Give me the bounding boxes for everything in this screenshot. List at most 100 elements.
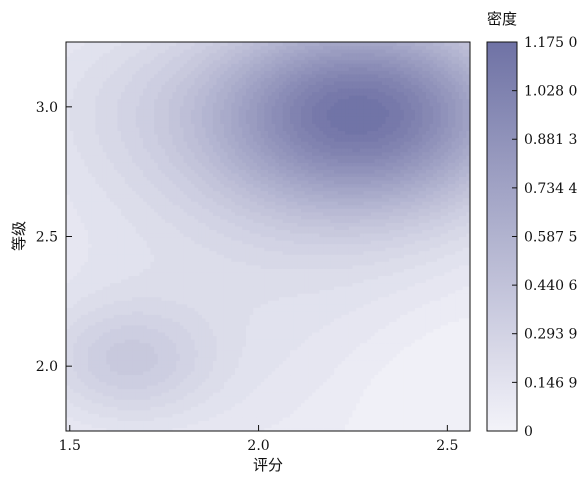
density-cell xyxy=(157,59,163,64)
density-cell xyxy=(113,137,119,142)
density-cell xyxy=(187,123,192,128)
density-cell xyxy=(121,95,126,100)
density-cell xyxy=(139,363,144,368)
density-cell xyxy=(146,172,152,177)
density-cell xyxy=(69,406,74,411)
density-cell xyxy=(220,218,225,223)
density-cell xyxy=(172,367,177,372)
density-cell xyxy=(150,137,155,142)
density-cell xyxy=(73,346,78,351)
density-cell xyxy=(121,141,126,146)
density-cell xyxy=(143,331,148,337)
density-cell xyxy=(132,360,137,365)
density-cell xyxy=(106,349,111,354)
density-cell xyxy=(88,49,93,54)
density-cell xyxy=(106,289,111,294)
density-cell xyxy=(95,204,100,209)
density-cell xyxy=(227,95,232,100)
density-cell xyxy=(135,416,141,421)
density-cell xyxy=(154,126,159,132)
density-cell xyxy=(128,268,133,273)
density-cell xyxy=(73,218,78,223)
density-cell xyxy=(124,367,130,372)
density-cell xyxy=(205,45,210,50)
density-cell xyxy=(121,56,126,61)
density-cell xyxy=(190,385,196,390)
density-cell xyxy=(205,151,210,156)
density-cell xyxy=(88,77,93,82)
density-cell xyxy=(135,310,141,315)
density-cell xyxy=(80,399,85,404)
density-cell xyxy=(143,264,148,269)
density-cell xyxy=(187,42,192,47)
density-cell xyxy=(183,84,188,89)
density-cell xyxy=(165,240,170,245)
density-cell xyxy=(183,321,188,326)
density-cell xyxy=(110,271,115,276)
density-cell xyxy=(139,328,144,333)
density-cell xyxy=(179,275,185,280)
density-cell xyxy=(106,420,111,425)
density-cell xyxy=(161,268,166,273)
density-cell xyxy=(198,201,203,206)
density-cell xyxy=(150,179,155,185)
density-cell xyxy=(121,360,126,365)
density-cell xyxy=(176,236,181,241)
density-cell xyxy=(183,271,188,276)
density-cell xyxy=(209,236,214,241)
density-cell xyxy=(106,211,111,216)
density-cell xyxy=(102,271,107,276)
density-cell xyxy=(216,367,221,372)
density-cell xyxy=(154,388,159,393)
density-cell xyxy=(135,194,141,199)
density-cell xyxy=(220,388,225,393)
density-cell xyxy=(198,243,203,248)
density-cell xyxy=(102,331,107,337)
density-cell xyxy=(198,116,203,121)
density-cell xyxy=(231,388,236,393)
density-cell xyxy=(77,201,82,206)
density-cell xyxy=(146,176,152,181)
density-cell xyxy=(135,427,141,431)
density-cell xyxy=(99,381,104,386)
density-cell xyxy=(227,123,232,128)
density-cell xyxy=(212,342,218,347)
density-cell xyxy=(121,374,126,379)
density-cell xyxy=(194,282,199,287)
density-cell xyxy=(95,413,100,418)
density-cell xyxy=(139,45,144,50)
density-cell xyxy=(168,87,174,93)
density-cell xyxy=(88,80,93,86)
density-cell xyxy=(154,356,159,361)
density-cell xyxy=(73,232,78,238)
density-cell xyxy=(121,307,126,312)
density-cell xyxy=(212,130,218,135)
density-cell xyxy=(179,300,185,305)
density-cell xyxy=(66,130,71,135)
density-cell xyxy=(91,73,96,78)
density-cell xyxy=(161,282,166,287)
density-cell xyxy=(212,240,218,245)
density-cell xyxy=(143,201,148,206)
density-cell xyxy=(198,222,203,227)
density-cell xyxy=(194,356,199,361)
density-cell xyxy=(209,395,214,400)
density-cell xyxy=(223,331,229,337)
density-cell xyxy=(77,186,82,192)
density-cell xyxy=(201,296,207,301)
density-cell xyxy=(121,310,126,315)
density-cell xyxy=(95,250,100,255)
density-cell xyxy=(216,87,221,93)
density-cell xyxy=(168,335,174,340)
density-cell xyxy=(220,102,225,107)
density-cell xyxy=(150,385,155,390)
density-cell xyxy=(165,144,170,149)
density-cell xyxy=(227,225,232,231)
density-cell xyxy=(106,399,111,404)
density-cell xyxy=(161,95,166,100)
density-cell xyxy=(124,130,130,135)
density-cell xyxy=(212,56,218,61)
density-cell xyxy=(99,95,104,100)
density-cell xyxy=(179,250,185,255)
density-cell xyxy=(95,165,100,170)
